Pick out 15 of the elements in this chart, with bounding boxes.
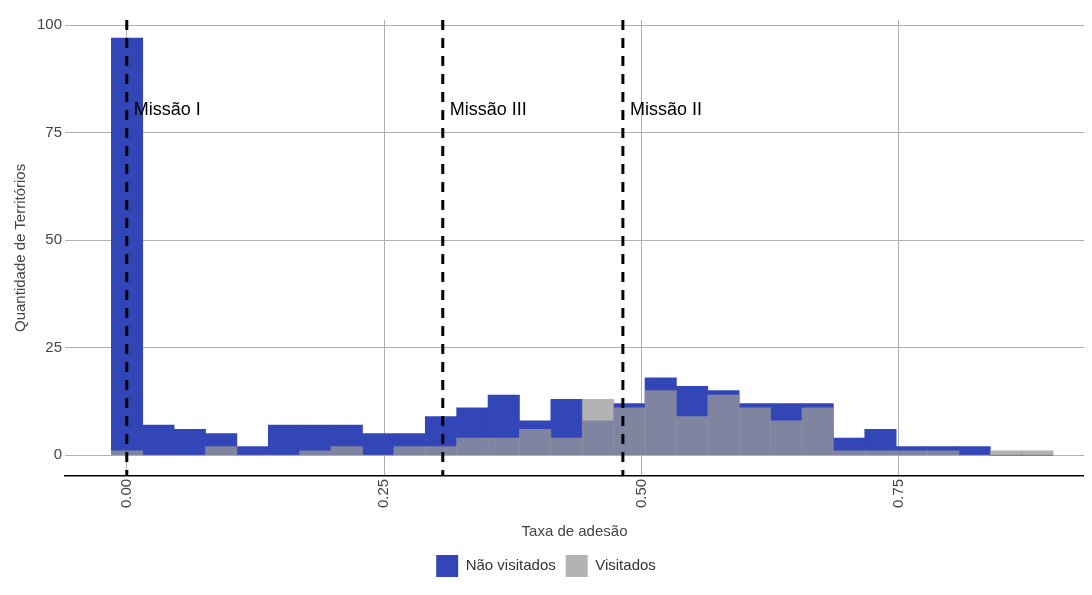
x-tick-label: 0.50	[631, 478, 649, 509]
y-tick-label: 75	[45, 122, 63, 140]
y-tick-label: 0	[53, 445, 63, 463]
x-axis-title: Taxa de adesão	[521, 522, 628, 540]
y-tick-label: 50	[45, 230, 63, 248]
legend-label: Visitados	[595, 556, 656, 574]
y-axis-title: Quantidade de Territórios	[11, 163, 29, 332]
x-tick-label: 0.75	[888, 478, 906, 509]
x-tick-label: 0.25	[374, 478, 392, 509]
x-tick-label: 0.00	[116, 478, 134, 509]
legend-label: Não visitados	[465, 556, 556, 574]
ref-line-label: Missão II	[629, 98, 702, 119]
y-tick-label: 100	[37, 15, 63, 33]
ref-line-label: Missão III	[449, 98, 527, 119]
y-tick-label: 25	[45, 337, 63, 355]
